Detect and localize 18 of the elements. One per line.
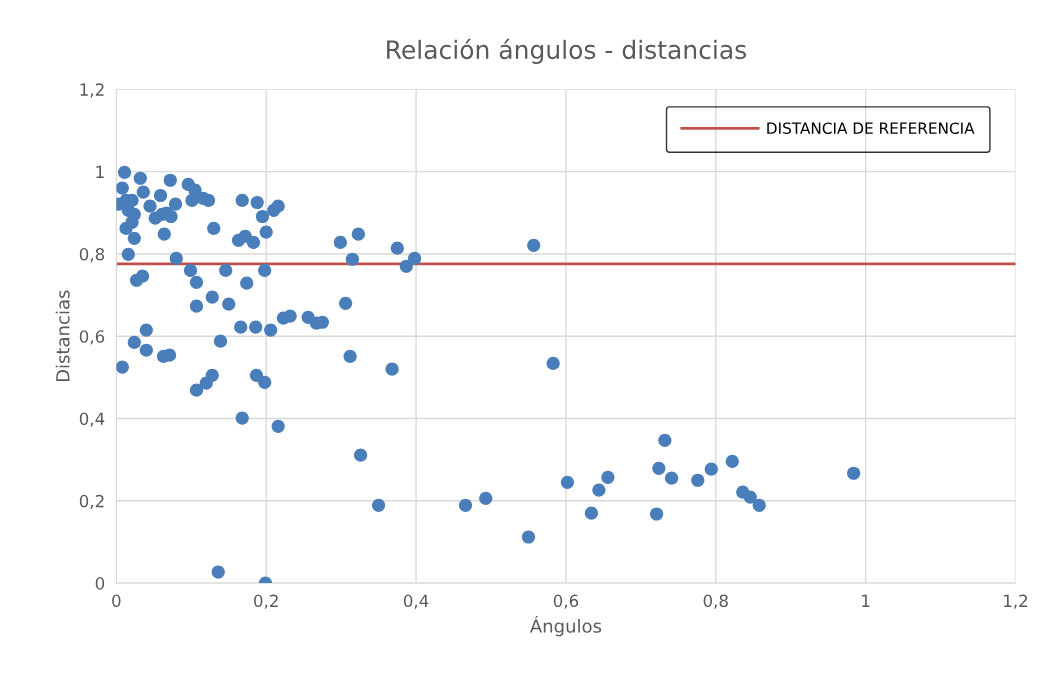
y-tick-label: 1,2	[80, 83, 104, 98]
y-tick-label: 0,6	[79, 330, 105, 345]
y-tick-label: 0,8	[79, 247, 105, 263]
chart-title: Relación ángulos - distancias	[387, 38, 746, 64]
x-tick-label: 0,2	[254, 594, 278, 609]
x-tick-label: 0	[112, 594, 121, 608]
x-tick-label: 0,8	[703, 594, 728, 609]
y-axis-title: Distancias	[55, 290, 70, 382]
x-tick-label: 0,4	[403, 594, 429, 609]
x-tick-label: 1	[862, 594, 870, 607]
y-tick-label: 0,4	[79, 412, 105, 427]
x-tick-label: 0,6	[553, 594, 579, 609]
legend-label: DISTANCIA DE REFERENCIA	[767, 122, 975, 134]
x-tick-label: 1,2	[1004, 594, 1028, 609]
y-tick-label: 0,2	[79, 494, 104, 510]
y-tick-label: 0	[95, 577, 105, 590]
x-axis-title: Ángulos	[529, 615, 602, 637]
y-tick-label: 1	[96, 165, 104, 178]
